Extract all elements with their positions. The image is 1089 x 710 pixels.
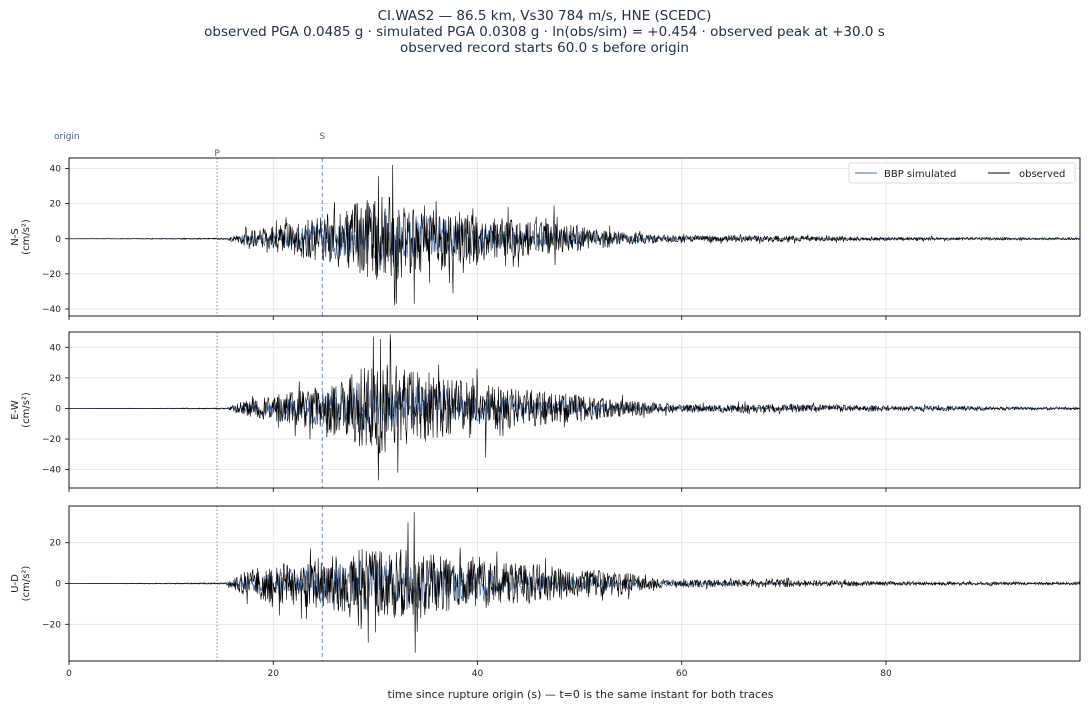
- observed-trace: [69, 333, 1081, 481]
- y-axis-label-line: (cm/s²): [21, 219, 32, 255]
- chart-title-line-3: observed record starts 60.0 s before ori…: [400, 40, 689, 56]
- y-tick-label: −20: [42, 620, 61, 630]
- y-tick-label: 40: [50, 343, 62, 353]
- y-tick-label: −40: [42, 466, 61, 476]
- y-axis-label: N-S(cm/s²): [10, 219, 32, 255]
- chart-title-line-1: CI.WAS2 — 86.5 km, Vs30 784 m/s, HNE (SC…: [377, 8, 712, 24]
- panel-1: −40 −20 0 20 40 N-S(cm/s²): [10, 157, 1081, 320]
- y-tick-label: −20: [42, 435, 61, 445]
- y-axis-label: E-W(cm/s²): [10, 392, 32, 428]
- y-tick-label: 20: [50, 374, 62, 384]
- observed-trace: [69, 164, 1081, 306]
- y-tick-label: −40: [42, 305, 61, 315]
- y-tick-label: 20: [50, 539, 62, 549]
- simulated-trace: [69, 208, 1081, 268]
- y-axis-label-line: (cm/s²): [21, 392, 32, 428]
- panel-frame: [68, 331, 1081, 489]
- x-tick-label: 80: [880, 669, 892, 679]
- y-tick-label: 0: [55, 404, 61, 414]
- legend-box: [848, 162, 1076, 184]
- simulated-trace: [69, 382, 1081, 431]
- p-arrival-label: P: [214, 149, 220, 159]
- x-axis-label: time since rupture origin (s) — t=0 is t…: [388, 688, 774, 701]
- panel-frame: [68, 157, 1081, 317]
- legend: BBP simulated observed: [848, 162, 1076, 184]
- y-axis-label: U-D(cm/s²): [10, 566, 32, 602]
- chart-title-line-2: observed PGA 0.0485 g · simulated PGA 0.…: [204, 24, 885, 40]
- y-tick-label: 0: [55, 235, 61, 245]
- y-tick-label: −20: [42, 270, 61, 280]
- y-tick-label: 0: [55, 580, 61, 590]
- panel-3: −20 0 20 U-D(cm/s²): [10, 505, 1081, 665]
- legend-label-observed: observed: [1019, 169, 1065, 180]
- s-arrival-label: S: [319, 132, 325, 142]
- panel-2: −40 −20 0 20 40 E-W(cm/s²): [10, 331, 1081, 492]
- x-tick-label: 40: [472, 669, 484, 679]
- y-axis-label-line: N-S: [10, 228, 21, 245]
- y-axis-label-line: (cm/s²): [21, 566, 32, 602]
- y-tick-label: 40: [50, 165, 62, 175]
- y-tick-label: 20: [50, 200, 62, 210]
- x-tick-label: 60: [676, 669, 688, 679]
- y-axis-label-line: U-D: [10, 574, 21, 593]
- observed-trace: [69, 512, 1081, 653]
- x-tick-label: 20: [268, 669, 280, 679]
- origin-label: origin: [54, 132, 80, 142]
- y-axis-label-line: E-W: [10, 400, 21, 420]
- legend-label-simulated: BBP simulated: [884, 169, 956, 180]
- x-tick-label: 0: [66, 669, 72, 679]
